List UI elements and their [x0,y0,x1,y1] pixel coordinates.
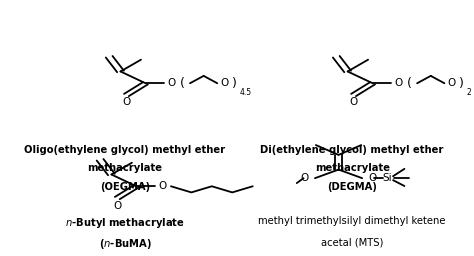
Text: methacrylate: methacrylate [315,164,390,174]
Text: Oligo(ethylene glycol) methyl ether: Oligo(ethylene glycol) methyl ether [25,145,226,155]
Text: O: O [122,98,130,108]
Text: O: O [301,173,309,183]
Text: O: O [159,181,167,191]
Text: 4.5: 4.5 [239,88,252,97]
Text: O: O [395,78,403,88]
Text: methacrylate: methacrylate [88,164,163,174]
Text: acetal (MTS): acetal (MTS) [321,237,383,247]
Text: (OEGMA): (OEGMA) [100,182,150,192]
Text: O: O [168,78,176,88]
Text: Di(ethylene glycol) methyl ether: Di(ethylene glycol) methyl ether [261,145,444,155]
Text: O: O [113,200,121,210]
Text: O: O [220,78,228,88]
Text: O: O [447,78,456,88]
Text: (: ( [407,77,412,90]
Text: ): ) [232,77,237,90]
Text: O: O [368,173,376,183]
Text: $\it{n}$-Butyl methacrylate: $\it{n}$-Butyl methacrylate [65,216,185,230]
Text: (: ( [180,77,185,90]
Text: 2: 2 [466,88,472,97]
Text: O: O [349,98,358,108]
Text: ): ) [459,77,464,90]
Text: Si: Si [383,173,392,183]
Text: methyl trimethylsilyl dimethyl ketene: methyl trimethylsilyl dimethyl ketene [258,216,446,226]
Text: ($\it{n}$-BuMA): ($\it{n}$-BuMA) [99,237,152,251]
Text: (DEGMA): (DEGMA) [327,182,377,192]
